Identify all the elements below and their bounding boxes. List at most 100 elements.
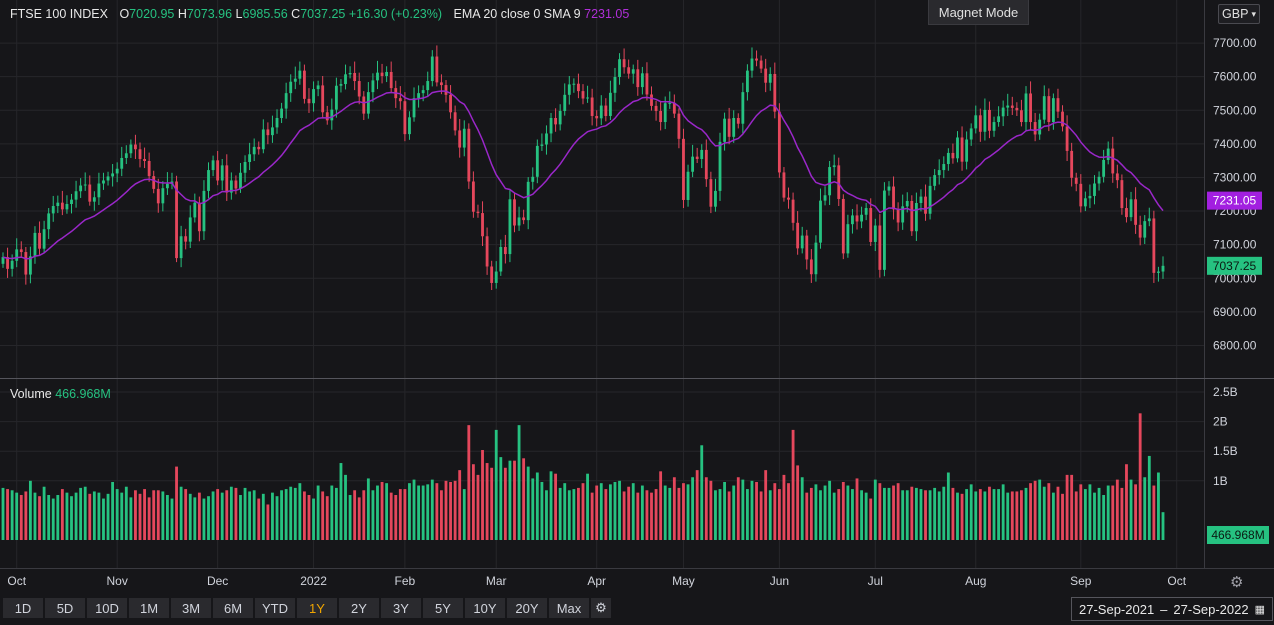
candle-body	[650, 94, 653, 106]
volume-bar	[828, 480, 832, 540]
price-tick-label: 7300.00	[1213, 170, 1257, 184]
candle-body	[558, 110, 562, 125]
period-button-ytd[interactable]: YTD	[254, 597, 296, 619]
period-button-3y[interactable]: 3Y	[380, 597, 422, 619]
candle-body	[175, 181, 178, 259]
chart-settings-gear-icon[interactable]: ⚙	[1230, 574, 1244, 591]
volume-bar	[120, 492, 124, 540]
volume-bar	[38, 496, 41, 540]
candle-body	[120, 157, 124, 169]
gear-icon[interactable]: ⚙	[590, 597, 612, 619]
candle-body	[458, 130, 462, 148]
volume-bar	[412, 479, 416, 540]
candle-body	[371, 80, 375, 93]
volume-bar	[56, 495, 60, 540]
date-range-picker[interactable]: 27-Sep-2021 – 27-Sep-2022 ▦	[1071, 597, 1273, 621]
candle-body	[883, 190, 886, 270]
volume-bar	[695, 470, 699, 540]
volume-bar	[905, 490, 909, 540]
open-key: O	[119, 7, 130, 21]
volume-bar	[545, 490, 548, 540]
volume-bar	[106, 493, 110, 540]
indicator-label[interactable]: EMA 20 close 0 SMA 9	[453, 7, 581, 21]
volume-bar	[111, 481, 115, 540]
volume-bar	[266, 504, 270, 540]
candle-body	[344, 74, 347, 85]
candle-body	[1152, 218, 1156, 273]
candle-body	[750, 58, 754, 71]
period-button-10d[interactable]: 10D	[86, 597, 128, 619]
candle-body	[910, 200, 914, 232]
price-grid	[0, 0, 1204, 568]
candle-body	[914, 202, 918, 232]
period-button-2y[interactable]: 2Y	[338, 597, 380, 619]
date-separator: –	[1160, 601, 1168, 617]
volume-bar	[910, 486, 914, 540]
volume-bar	[467, 425, 471, 540]
volume-bar	[851, 489, 854, 540]
period-button-5y[interactable]: 5Y	[422, 597, 464, 619]
volume-bar	[732, 485, 736, 540]
currency-select[interactable]: GBP ▾	[1218, 4, 1260, 24]
candle-body	[819, 200, 822, 243]
candle-body	[56, 202, 60, 207]
volume-bar	[97, 492, 101, 540]
candle-body	[1129, 199, 1133, 218]
period-button-5d[interactable]: 5D	[44, 597, 86, 619]
volume-bar	[462, 489, 466, 540]
candle-body	[15, 249, 19, 261]
candle-body	[42, 229, 46, 249]
ema-price-badge-bg	[1207, 191, 1262, 210]
period-button-max[interactable]: Max	[548, 597, 590, 619]
candle-body	[440, 82, 443, 86]
volume-bar	[567, 490, 571, 540]
candle-body	[70, 199, 73, 205]
candle-body	[1020, 110, 1023, 123]
volume-bar	[161, 491, 165, 540]
period-button-6m[interactable]: 6M	[212, 597, 254, 619]
volume-bar	[819, 490, 822, 540]
calendar-icon[interactable]: ▦	[1254, 603, 1265, 616]
volume-bar	[51, 498, 55, 540]
volume-bar	[663, 485, 667, 540]
period-button-3m[interactable]: 3M	[170, 597, 212, 619]
price-tick-label: 7700.00	[1213, 36, 1257, 50]
candle-body	[106, 176, 110, 181]
candle-body	[727, 118, 731, 137]
volume-bar	[1079, 484, 1083, 540]
volume-bar	[334, 487, 338, 540]
volume-bar	[74, 492, 78, 540]
period-button-10y[interactable]: 10Y	[464, 597, 506, 619]
volume-bar	[805, 492, 809, 540]
volume-bar	[490, 467, 494, 540]
volume-bar	[499, 457, 503, 540]
volume-bar	[115, 489, 119, 540]
period-button-20y[interactable]: 20Y	[506, 597, 548, 619]
candle-body	[732, 117, 736, 137]
volume-bar	[513, 460, 516, 540]
volume-label: Volume	[10, 387, 52, 401]
candle-body	[526, 181, 530, 221]
volume-bar	[47, 495, 51, 540]
candle-body	[796, 222, 800, 249]
volume-bar	[60, 489, 64, 540]
candle-body	[1147, 218, 1151, 222]
volume-tick-label: 2B	[1213, 415, 1228, 429]
price-tick-label: 7500.00	[1213, 103, 1257, 117]
currency-label: GBP	[1222, 7, 1249, 21]
candle-body	[280, 108, 283, 118]
candle-body	[878, 225, 882, 270]
volume-bar	[362, 490, 366, 540]
period-button-1m[interactable]: 1M	[128, 597, 170, 619]
candle-body	[211, 160, 215, 171]
volume-bar	[243, 487, 247, 540]
period-button-1y[interactable]: 1Y	[296, 597, 338, 619]
candle-body	[348, 72, 352, 75]
candle-body	[672, 102, 676, 114]
volume-bar	[70, 496, 73, 540]
volume-bar	[659, 471, 663, 540]
volume-bar	[430, 479, 434, 540]
period-button-1d[interactable]: 1D	[2, 597, 44, 619]
volume-bar	[494, 429, 498, 540]
